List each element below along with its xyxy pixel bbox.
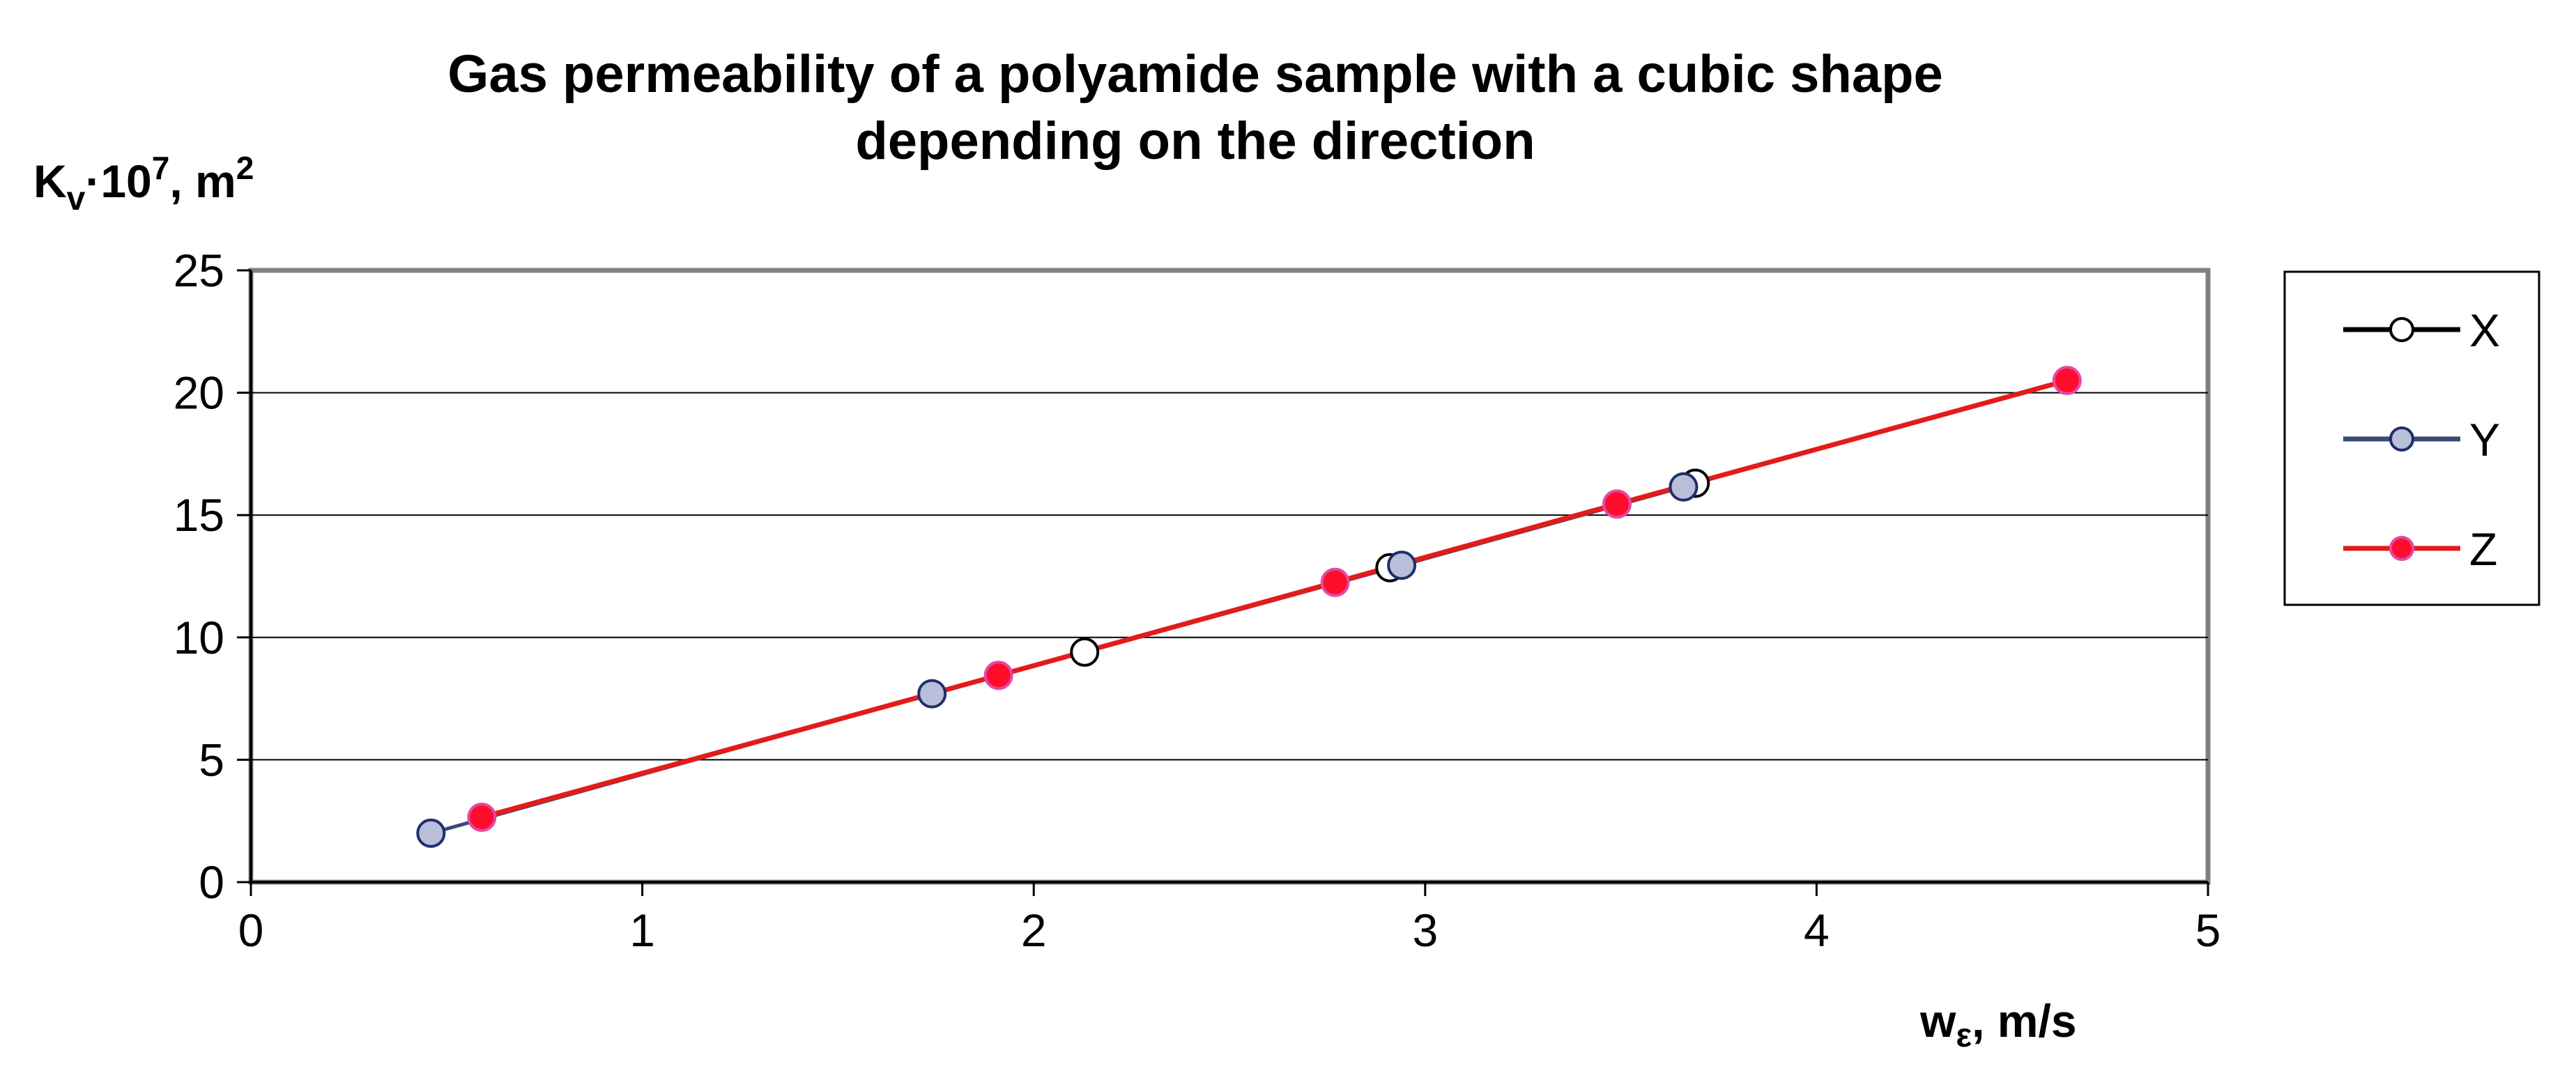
data-point-y [917, 679, 947, 709]
x-tick-label: 1 [629, 904, 655, 956]
legend-marker-y [2389, 426, 2414, 452]
legend-item-y: Y [2343, 414, 2500, 465]
legend-marker-x [2389, 317, 2414, 342]
data-point-z [467, 802, 497, 832]
data-point-z [1602, 489, 1632, 519]
y-tick-label: 10 [174, 612, 224, 663]
axes: 0 5 10 15 20 25 0 1 2 3 4 5 [174, 245, 2221, 956]
legend-marker-z [2389, 536, 2414, 561]
legend-item-z: Z [2343, 523, 2497, 575]
legend-label-x: X [2469, 304, 2500, 356]
data-point-z [983, 661, 1013, 691]
y-tick-label: 25 [174, 245, 224, 296]
legend-item-x: X [2343, 304, 2500, 356]
legend-label-y: Y [2469, 414, 2500, 465]
x-tick-label: 5 [2195, 904, 2221, 956]
y-axis-label: Kv·107, m2 [33, 150, 254, 217]
legend: X Y Z [2283, 270, 2540, 606]
data-point-z [1320, 567, 1350, 597]
plot-area [248, 268, 2211, 885]
x-tick-label: 4 [1804, 904, 1830, 956]
data-point-y [416, 818, 446, 848]
series-layer [416, 366, 2082, 848]
y-tick-label: 0 [199, 856, 224, 908]
legend-label-z: Z [2469, 523, 2497, 575]
data-point-y [1669, 472, 1699, 502]
x-axis-label: wε, m/s [1919, 995, 2077, 1054]
x-tick-label: 2 [1021, 904, 1047, 956]
chart-title-line2: depending on the direction [855, 111, 1535, 171]
chart-title-line1: Gas permeability of a polyamide sample w… [447, 45, 1943, 104]
data-point-y [1387, 550, 1417, 580]
data-point-x [1070, 637, 1100, 667]
y-tick-label: 20 [174, 367, 224, 419]
gridlines [251, 392, 2208, 761]
y-tick-label: 15 [174, 489, 224, 541]
x-tick-label: 3 [1412, 904, 1438, 956]
y-tick-label: 5 [199, 734, 224, 785]
data-point-z [2052, 366, 2082, 396]
x-tick-label: 0 [238, 904, 264, 956]
